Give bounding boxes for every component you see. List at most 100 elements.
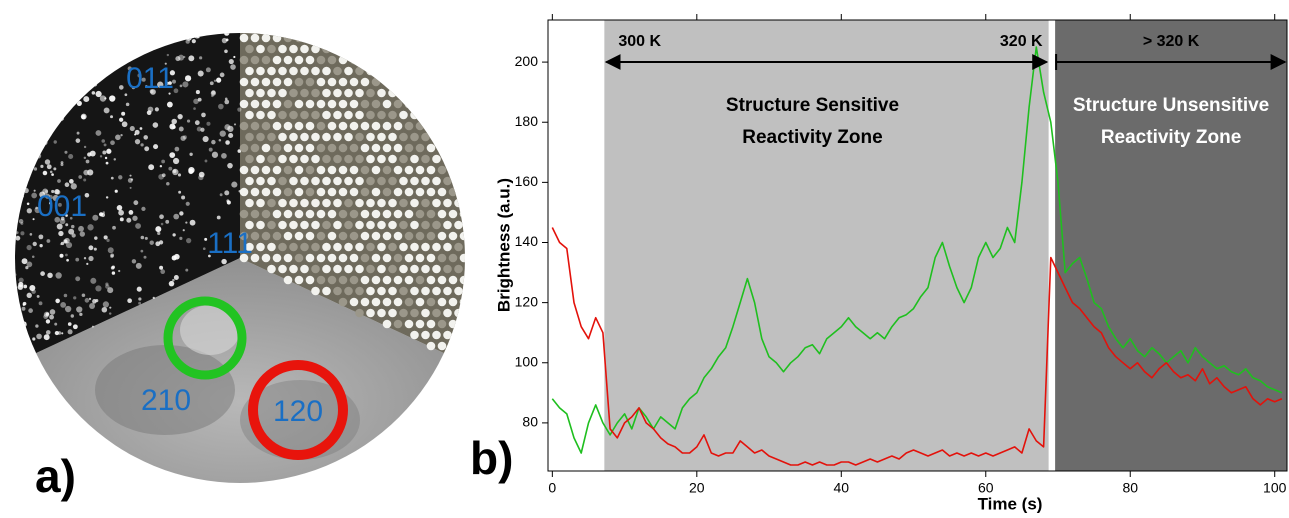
atom <box>388 242 397 252</box>
field-spot <box>135 33 142 38</box>
field-spot <box>51 56 57 62</box>
field-spot <box>233 55 236 59</box>
field-spot <box>50 95 58 103</box>
field-spot <box>71 224 75 229</box>
atom <box>261 231 271 241</box>
atom <box>382 275 392 285</box>
field-spot <box>42 109 46 113</box>
atom <box>250 33 260 43</box>
atom <box>404 33 414 43</box>
field-spot <box>83 257 87 260</box>
atom <box>239 253 249 263</box>
field-spot <box>113 158 117 161</box>
field-spot <box>125 41 129 45</box>
field-spot <box>102 150 107 155</box>
atom <box>355 242 364 252</box>
field-spot <box>42 170 48 176</box>
field-spot <box>171 118 177 125</box>
field-spot <box>213 79 217 82</box>
atom <box>366 220 375 230</box>
atom <box>437 33 447 43</box>
atom <box>448 209 458 219</box>
field-spot <box>182 81 189 88</box>
atom <box>267 242 276 252</box>
field-spot <box>185 268 189 272</box>
atom <box>245 242 254 252</box>
field-spot <box>178 190 182 194</box>
field-spot <box>25 265 29 270</box>
atom <box>393 297 403 307</box>
atom <box>377 308 386 318</box>
atom <box>459 143 465 153</box>
field-spot <box>77 35 80 38</box>
atom <box>338 209 348 219</box>
atom <box>261 99 271 109</box>
atom <box>415 209 425 219</box>
atom <box>471 232 480 241</box>
field-spot <box>110 176 114 180</box>
atom <box>448 231 458 241</box>
atom <box>256 110 265 120</box>
field-spot <box>165 219 170 224</box>
atom <box>443 242 452 252</box>
atom <box>437 253 447 263</box>
atom <box>471 210 480 219</box>
atom <box>261 253 271 263</box>
atom <box>316 209 326 219</box>
atom <box>360 143 370 153</box>
atom <box>388 198 397 208</box>
atom <box>399 286 408 296</box>
field-spot <box>39 244 43 248</box>
data-line <box>551 227 1283 466</box>
field-spot <box>26 261 33 268</box>
atom <box>437 275 447 285</box>
atom <box>377 176 386 186</box>
x-tick-label: 60 <box>978 480 994 496</box>
atom <box>360 77 370 87</box>
atom <box>333 220 342 230</box>
atom <box>278 110 287 120</box>
field-spot <box>97 33 101 35</box>
atom <box>382 165 392 175</box>
field-spot <box>30 139 35 144</box>
field-spot <box>221 258 227 265</box>
atom <box>272 55 282 65</box>
field-spot <box>106 238 110 242</box>
atom <box>294 253 304 263</box>
field-spot <box>89 62 95 68</box>
field-spot <box>65 253 68 257</box>
atom <box>267 154 276 164</box>
field-spot <box>45 319 51 324</box>
field-spot <box>23 74 26 77</box>
field-spot <box>184 75 192 82</box>
atom <box>432 110 441 120</box>
atom <box>294 55 304 65</box>
atom <box>437 77 447 87</box>
field-spot <box>101 306 108 313</box>
atom <box>437 231 447 241</box>
atom <box>410 88 419 98</box>
field-spot <box>166 181 170 186</box>
field-spot <box>49 314 54 320</box>
atom <box>465 89 474 98</box>
atom <box>344 286 353 296</box>
atom <box>278 176 287 186</box>
atom <box>245 154 254 164</box>
atom <box>426 121 436 131</box>
field-spot <box>211 139 216 145</box>
field-spot <box>17 167 22 172</box>
field-spot <box>148 164 155 171</box>
field-spot <box>138 301 142 305</box>
atom <box>454 352 463 362</box>
field-spot <box>20 163 27 170</box>
field-spot <box>54 330 59 336</box>
field-spot <box>87 169 94 176</box>
field-spot <box>95 285 102 292</box>
field-spot <box>20 179 26 185</box>
field-spot <box>180 135 186 141</box>
field-spot <box>102 301 110 308</box>
atom <box>311 154 320 164</box>
atom <box>459 33 465 43</box>
atom <box>371 55 381 65</box>
atom <box>432 286 441 296</box>
